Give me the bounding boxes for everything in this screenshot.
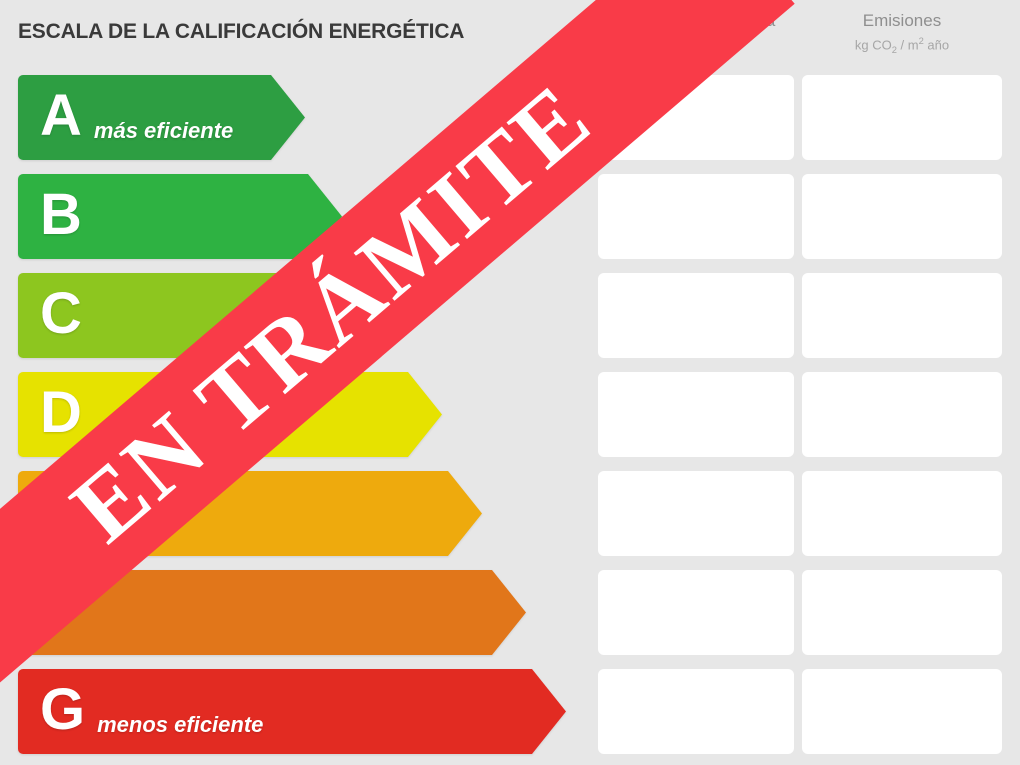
emissions-value-box[interactable] (802, 75, 1002, 160)
rating-letter: C (40, 280, 82, 346)
emissions-value (802, 669, 1002, 754)
rating-letter: A (40, 82, 82, 148)
emissions-value (802, 570, 1002, 655)
rating-bar-c: C (18, 273, 360, 358)
rating-row: F (0, 563, 1020, 662)
emissions-value-box[interactable] (802, 174, 1002, 259)
emissions-value-box[interactable] (802, 273, 1002, 358)
rating-letter: D (40, 379, 82, 445)
rating-row: C (0, 266, 1020, 365)
rating-efficiency-label: menos eficiente (97, 711, 264, 737)
rating-bar-e: E (18, 471, 448, 556)
column-header-consumption: Consumo de energía kW h / m2 año (598, 10, 794, 54)
column-header-emissions-label: Emisiones (862, 11, 942, 30)
column-header-emissions: Emisiones kg CO2 / m2 año (802, 10, 1002, 56)
consumption-value (598, 174, 794, 259)
emissions-value-box[interactable] (802, 570, 1002, 655)
consumption-value-box[interactable] (598, 372, 794, 457)
emissions-value (802, 174, 1002, 259)
consumption-value (598, 372, 794, 457)
rating-efficiency-label: más eficiente (93, 117, 234, 143)
emissions-value-box[interactable] (802, 471, 1002, 556)
consumption-value (598, 75, 794, 160)
emissions-value-box[interactable] (802, 372, 1002, 457)
consumption-value-box[interactable] (598, 174, 794, 259)
rating-letter: F (40, 577, 76, 643)
rating-bar-d: D (18, 372, 408, 457)
emissions-value-box[interactable] (802, 669, 1002, 754)
consumption-value (598, 273, 794, 358)
consumption-value-box[interactable] (598, 273, 794, 358)
consumption-value (598, 669, 794, 754)
page-title: ESCALA DE LA CALIFICACIÓN ENERGÉTICA (18, 20, 465, 43)
consumption-value-box[interactable] (598, 570, 794, 655)
rating-row: B (0, 167, 1020, 266)
rating-row: E (0, 464, 1020, 563)
consumption-value (598, 471, 794, 556)
column-header-consumption-label: Consumo de energía (616, 11, 776, 30)
column-header-consumption-unit: kW h / m2 año (655, 35, 737, 53)
emissions-value (802, 273, 1002, 358)
rating-row: D (0, 365, 1020, 464)
emissions-value (802, 471, 1002, 556)
rating-letter: B (40, 181, 82, 247)
consumption-value-box[interactable] (598, 471, 794, 556)
emissions-value (802, 75, 1002, 160)
column-header-emissions-unit: kg CO2 / m2 año (854, 35, 950, 55)
rating-bar-f: F (18, 570, 492, 655)
consumption-value-box[interactable] (598, 669, 794, 754)
consumption-value (598, 570, 794, 655)
rating-letter: E (40, 478, 79, 544)
rating-bar-b: B (18, 174, 308, 259)
rating-letter: G (40, 676, 86, 742)
consumption-value-box[interactable] (598, 75, 794, 160)
emissions-value (802, 372, 1002, 457)
